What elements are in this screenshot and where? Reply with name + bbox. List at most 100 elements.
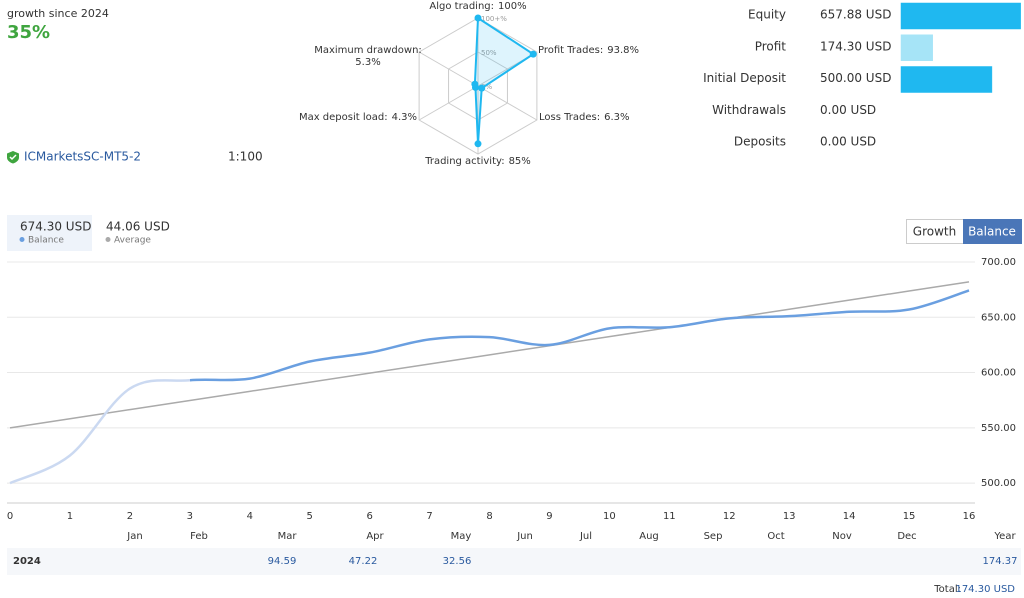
- month-header: Apr: [366, 531, 384, 542]
- legend-value: 674.30 USD: [20, 220, 91, 234]
- bar-value-label: 500.00 USD: [820, 71, 891, 85]
- leverage: 1:100: [228, 150, 263, 164]
- y-tick-label: 700.00: [981, 257, 1016, 268]
- radar-category: Trading activity:: [424, 156, 504, 167]
- month-header: May: [451, 531, 472, 542]
- radar-label: Profit Trades: 93.8%: [538, 45, 639, 56]
- radar-area: [473, 16, 536, 144]
- bar-category: Profit: [755, 39, 787, 53]
- x-tick-label: 0: [7, 511, 13, 522]
- radar-value-label: 5.3%: [355, 57, 380, 68]
- radar-label: Max deposit load: 4.3%: [299, 112, 417, 123]
- radar-scale-label: 50%: [481, 49, 497, 57]
- month-return: 94.59: [268, 556, 297, 567]
- legend-active-bg: [7, 215, 92, 251]
- radar-axis: [418, 51, 479, 87]
- radar-point: [474, 140, 482, 148]
- x-tick-label: 7: [426, 511, 432, 522]
- server-name[interactable]: ICMarketsSC-MT5-2: [24, 150, 141, 164]
- bar: [900, 2, 1021, 30]
- month-header: Jan: [126, 531, 142, 542]
- growth-value: 35%: [7, 22, 50, 43]
- radar-point: [478, 84, 486, 92]
- radar-value-label: 85%: [509, 156, 531, 167]
- x-tick-label: 1: [67, 511, 73, 522]
- legend-dot: [19, 237, 25, 242]
- x-tick-label: 2: [127, 511, 133, 522]
- bar-category: Withdrawals: [712, 103, 786, 117]
- x-tick-label: 14: [843, 511, 856, 522]
- radar-category: Profit Trades:: [538, 45, 603, 56]
- radar-label: Loss Trades: 6.3%: [539, 112, 629, 123]
- radar-category: Maximum drawdown:: [314, 45, 422, 56]
- x-tick-label: 15: [903, 511, 916, 522]
- month-header: Mar: [278, 531, 298, 542]
- radar-value-label: 4.3%: [392, 112, 417, 123]
- table-row-bg: [7, 548, 1021, 575]
- radar-category: Algo trading:: [429, 1, 494, 12]
- radar-point: [529, 50, 537, 58]
- radar-value-label: 100%: [498, 1, 527, 12]
- month-return: 32.56: [443, 556, 472, 567]
- bar-value-label: 657.88 USD: [820, 8, 891, 22]
- total-label: Total:: [933, 584, 961, 595]
- bar-value-label: 174.30 USD: [820, 39, 891, 53]
- y-tick-label: 650.00: [981, 312, 1016, 323]
- series-line: [9, 281, 970, 429]
- bar-category: Equity: [748, 8, 786, 22]
- x-tick-label: 9: [546, 511, 552, 522]
- radar-value-label: 6.3%: [604, 112, 629, 123]
- x-tick-label: 11: [663, 511, 676, 522]
- toggle-button-label[interactable]: Balance: [968, 225, 1016, 239]
- radar-category: Max deposit load:: [299, 112, 388, 123]
- verified-check: [9, 154, 17, 161]
- x-tick-label: 6: [366, 511, 372, 522]
- month-header: Jun: [516, 531, 533, 542]
- month-header: Oct: [767, 531, 784, 542]
- radar-label: Algo trading: 100%: [429, 1, 526, 12]
- bar-category: Deposits: [734, 135, 786, 149]
- month-header: Year: [993, 531, 1016, 542]
- radar-scale-label: 100+%: [481, 15, 507, 23]
- year-label: 2024: [13, 556, 41, 567]
- month-header: Dec: [897, 531, 916, 542]
- month-return: 174.37: [983, 556, 1018, 567]
- radar-label: Trading activity: 85%: [424, 156, 531, 167]
- radar-axis: [418, 85, 479, 121]
- radar-point: [471, 80, 479, 88]
- bar-category: Initial Deposit: [703, 71, 786, 85]
- radar-value-label: 93.8%: [607, 45, 639, 56]
- growth-label: growth since 2024: [7, 7, 109, 20]
- bar-value-label: 0.00 USD: [820, 135, 876, 149]
- radar-label: Maximum drawdown: 5.3%: [314, 45, 422, 68]
- legend-name: Average: [114, 236, 151, 246]
- toggle-button-label[interactable]: Growth: [913, 225, 956, 239]
- radar-axis: [477, 85, 538, 121]
- toggle-button[interactable]: [906, 219, 964, 244]
- legend-name: Balance: [28, 236, 64, 246]
- month-header: Nov: [832, 531, 852, 542]
- bar-value-label: 0.00 USD: [820, 103, 876, 117]
- month-return: 47.22: [349, 556, 378, 567]
- x-tick-label: 16: [963, 511, 976, 522]
- y-tick-label: 500.00: [981, 478, 1016, 489]
- series-line: [9, 289, 970, 485]
- legend-dot: [105, 237, 111, 242]
- x-tick-label: 10: [603, 511, 616, 522]
- total-value: 174.30 USD: [955, 584, 1015, 595]
- x-tick-label: 8: [486, 511, 492, 522]
- radar-point: [474, 14, 482, 22]
- y-tick-label: 550.00: [981, 423, 1016, 434]
- x-tick-label: 12: [723, 511, 736, 522]
- y-tick-label: 600.00: [981, 368, 1016, 379]
- x-tick-label: 4: [247, 511, 253, 522]
- x-tick-label: 3: [187, 511, 193, 522]
- bar: [900, 34, 933, 61]
- month-header: Sep: [704, 531, 723, 542]
- x-tick-label: 13: [783, 511, 796, 522]
- month-header: Aug: [639, 531, 659, 542]
- toggle-button[interactable]: [963, 219, 1022, 244]
- month-header: Feb: [190, 531, 208, 542]
